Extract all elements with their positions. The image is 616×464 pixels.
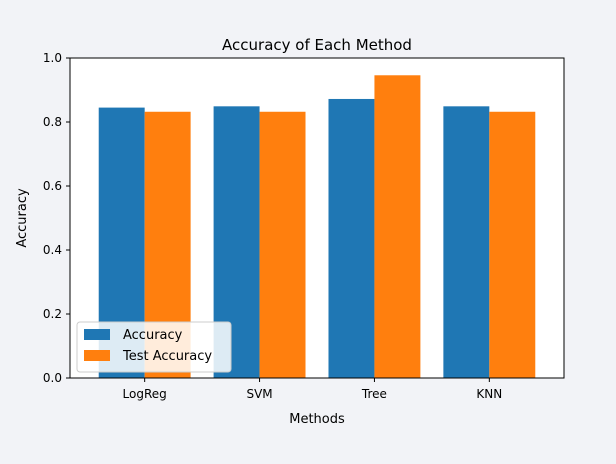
bar-test-accuracy-tree [374, 75, 421, 378]
y-tick-label: 0.4 [43, 243, 62, 257]
bar-test-accuracy-svm [259, 111, 306, 378]
legend-swatch-test-accuracy [84, 350, 110, 361]
legend-swatch-accuracy [84, 329, 110, 340]
y-tick-label: 0.2 [43, 307, 62, 321]
legend-label-accuracy: Accuracy [123, 328, 183, 343]
bars-layer [98, 75, 536, 379]
y-tick-label: 0.0 [43, 371, 62, 385]
legend-box [76, 321, 232, 373]
bar-accuracy-tree [328, 98, 375, 379]
bar-test-accuracy-knn [489, 111, 536, 378]
x-tick-label: KNN [476, 387, 502, 401]
x-tick-label: LogReg [123, 387, 167, 401]
legend: Accuracy Test Accuracy [76, 321, 232, 373]
y-tick-label: 0.8 [43, 115, 62, 129]
y-tick-label: 1.0 [43, 51, 62, 65]
plot-frame [69, 57, 565, 379]
x-tick-label: Tree [361, 387, 387, 401]
x-tick-label: SVM [246, 387, 272, 401]
bar-accuracy-knn [443, 106, 490, 378]
legend-label-test-accuracy: Test Accuracy [122, 349, 212, 364]
chart-title: Accuracy of Each Method [222, 36, 412, 54]
x-axis-label: Methods [289, 412, 345, 427]
y-ticks: 0.0 0.2 0.4 0.6 0.8 1.0 [43, 51, 70, 385]
y-axis-label: Accuracy [15, 188, 30, 248]
x-ticks: LogReg SVM Tree KNN [123, 378, 502, 401]
y-tick-label: 0.6 [43, 179, 62, 193]
